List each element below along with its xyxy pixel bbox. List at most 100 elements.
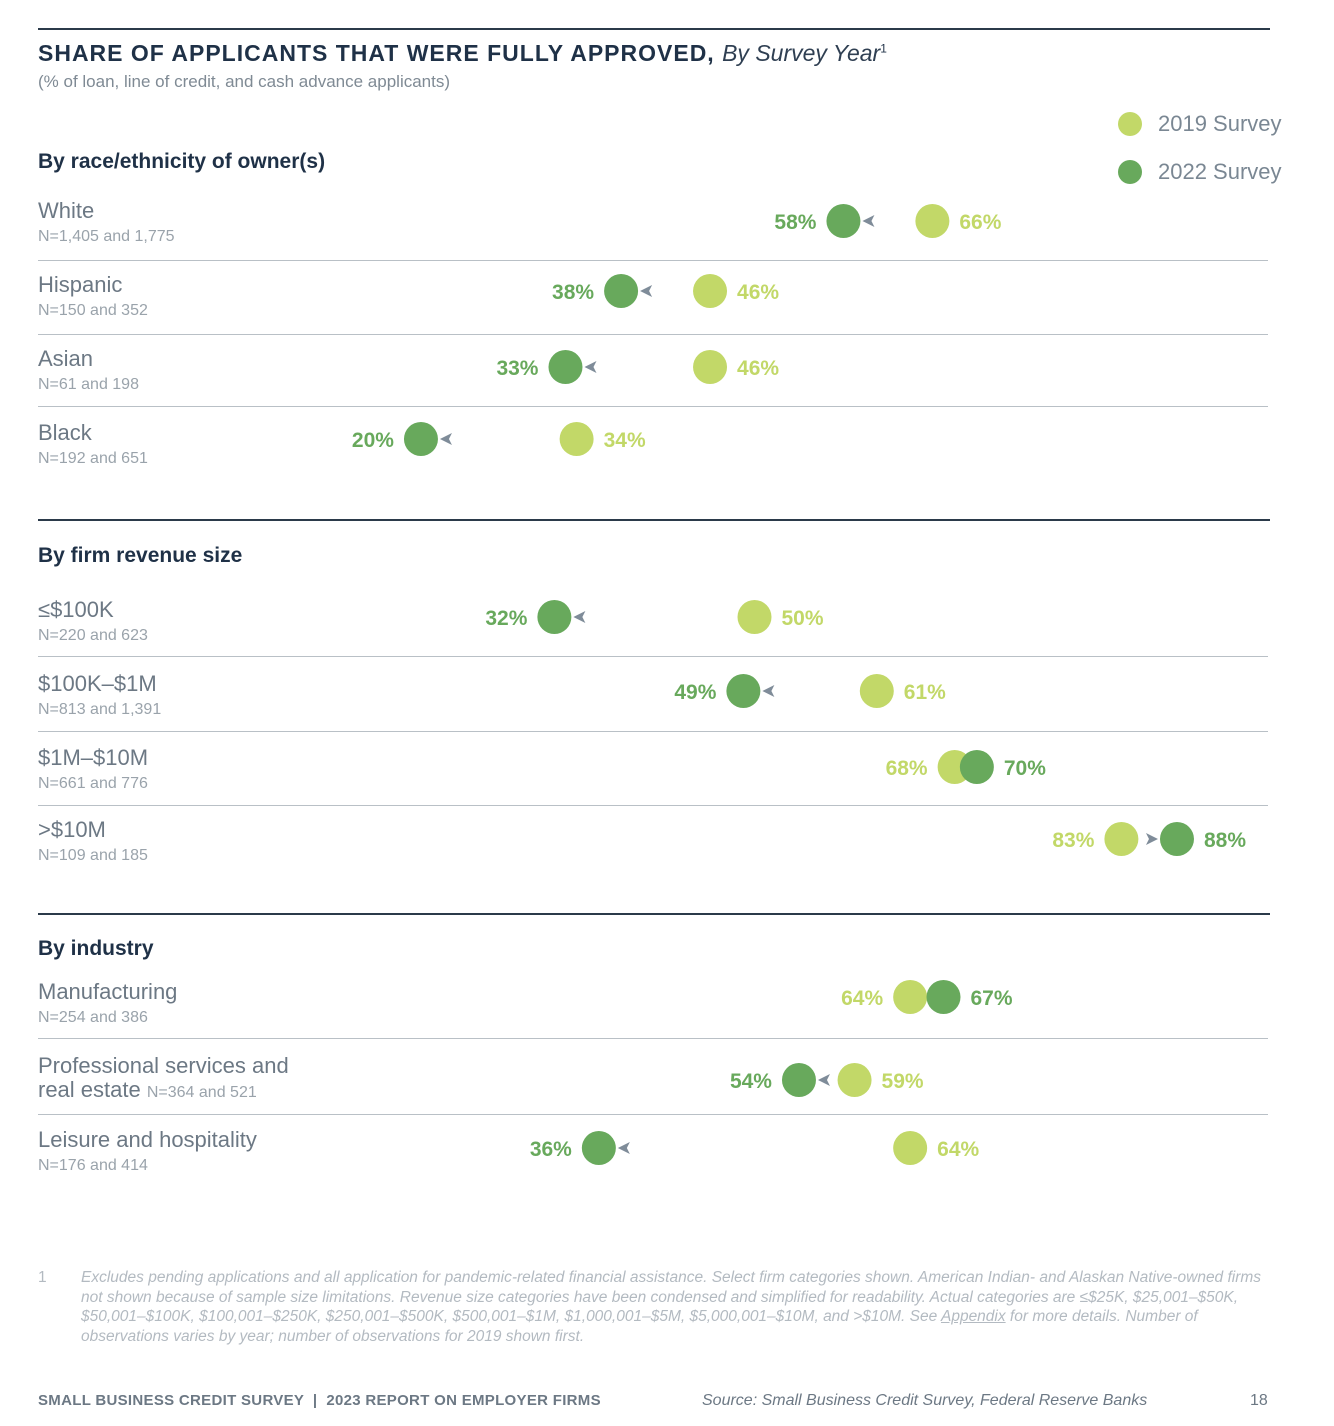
dot-2022 (926, 980, 961, 1014)
dot-2019 (559, 422, 594, 456)
row-label-black: Black (38, 420, 92, 445)
value-label-2019: 68% (886, 757, 928, 780)
arrow-head (1145, 833, 1158, 845)
dot-2022 (604, 274, 639, 308)
value-label-2022: 36% (530, 1138, 572, 1161)
value-label-2022: 20% (352, 429, 394, 452)
dot-2022 (959, 750, 994, 784)
legend-dot-2022 (1118, 160, 1142, 184)
value-label-2022: 32% (485, 607, 527, 630)
row-separator (38, 731, 1268, 732)
arrow-head (617, 1142, 630, 1154)
row-label-rev-over-10m: >$10M (38, 817, 106, 842)
dot-2022 (581, 1131, 616, 1165)
value-label-2022: 70% (1004, 757, 1046, 780)
row-n-rev-under-100k: N=220 and 623 (38, 627, 148, 644)
row-separator (38, 334, 1268, 335)
footnote-text: Excludes pending applications and all ap… (81, 1268, 1271, 1346)
row-label-real-estate: real estate (38, 1077, 141, 1102)
value-label-2022: 38% (552, 281, 594, 304)
section-title-race: By race/ethnicity of owner(s) (38, 150, 326, 173)
value-label-2019: 61% (904, 681, 946, 704)
arrow-head (817, 1074, 830, 1086)
dot-2019 (837, 1063, 872, 1097)
value-label-2022: 33% (496, 357, 538, 380)
top-rule (38, 28, 1270, 30)
row-label-manufacturing: Manufacturing (38, 979, 178, 1004)
arrow-head (573, 611, 586, 623)
row-separator (38, 656, 1268, 657)
title-footnote-mark: 1 (880, 41, 888, 56)
dot-2022 (548, 350, 583, 384)
row-separator (38, 805, 1268, 806)
legend-label-2019: 2019 Survey (1158, 111, 1282, 136)
dot-2022 (726, 674, 761, 708)
value-label-2019: 64% (937, 1138, 979, 1161)
dot-2022 (537, 600, 572, 634)
dot-2019 (937, 750, 972, 784)
legend-item-2022: 2022 Survey (1118, 159, 1282, 185)
arrow-head (862, 215, 875, 227)
chart-subtitle: (% of loan, line of credit, and cash adv… (38, 72, 451, 91)
value-label-2019: 50% (782, 607, 824, 630)
value-label-2019: 64% (841, 987, 883, 1010)
footnote-text-before: Excludes pending applications and all ap… (81, 1269, 1262, 1325)
value-label-2022: 54% (730, 1070, 772, 1093)
footnote-text-after: for more details. Number of observations… (81, 1308, 1198, 1345)
row-n-asian: N=61 and 198 (38, 376, 139, 393)
value-label-2022: 67% (971, 987, 1013, 1010)
page-number: 18 (1250, 1392, 1268, 1409)
legend-dot-2019 (1118, 112, 1142, 136)
dot-2019 (1104, 822, 1139, 856)
title-italic: By Survey Year (722, 40, 881, 66)
row-n-rev-over-10m: N=109 and 185 (38, 847, 148, 864)
row-label-rev-100k-1m: $100K–$1M (38, 671, 157, 696)
row-label-rev-under-100k: ≤$100K (38, 597, 114, 622)
legend-item-2019: 2019 Survey (1118, 111, 1282, 137)
appendix-link[interactable]: Appendix (940, 1308, 1006, 1325)
row-label-rev-1m-10m: $1M–$10M (38, 745, 149, 770)
section-rule-revenue (38, 519, 1270, 521)
value-label-2019: 66% (959, 211, 1001, 234)
row-label-leisure-hospitality: Leisure and hospitality (38, 1127, 257, 1152)
dot-2019 (693, 350, 728, 384)
row-n-white: N=1,405 and 1,775 (38, 228, 175, 245)
section-rule-industry (38, 913, 1270, 915)
dot-2022 (826, 204, 861, 238)
footer-report-title: SMALL BUSINESS CREDIT SURVEY | 2023 REPO… (38, 1392, 601, 1409)
row-separator (38, 1038, 1268, 1039)
value-label-2019: 46% (737, 357, 779, 380)
dot-2019 (915, 204, 950, 238)
dot-2019 (893, 980, 928, 1014)
arrow-head (439, 433, 452, 445)
row-separator (38, 406, 1268, 407)
dot-2019 (693, 274, 728, 308)
title-bold: SHARE OF APPLICANTS THAT WERE FULLY APPR… (38, 40, 715, 66)
value-label-2022: 49% (674, 681, 716, 704)
dot-2019 (859, 674, 894, 708)
value-label-2022: 88% (1204, 829, 1246, 852)
value-label-2022: 58% (774, 211, 816, 234)
section-title-industry: By industry (38, 937, 154, 960)
row-label-white: White (38, 198, 95, 223)
row-n-professional-services: N=364 and 521 (146, 1084, 257, 1101)
row-n-leisure-hospitality: N=176 and 414 (38, 1157, 148, 1174)
section-title-revenue: By firm revenue size (38, 544, 243, 567)
row-label-asian: Asian (38, 346, 94, 371)
row-n-rev-100k-1m: N=813 and 1,391 (38, 701, 162, 718)
dot-2022 (403, 422, 438, 456)
footer-source: Source: Small Business Credit Survey, Fe… (702, 1392, 1148, 1409)
legend-label-2022: 2022 Survey (1158, 159, 1282, 184)
row-label-professional-services-line2: real estate N=364 and 521 (38, 1078, 257, 1105)
dot-2022 (1159, 822, 1194, 856)
arrow-head (640, 285, 653, 297)
row-separator (38, 260, 1268, 261)
row-label-professional-services: Professional services and (38, 1053, 289, 1078)
dot-2022 (781, 1063, 816, 1097)
chart-title: SHARE OF APPLICANTS THAT WERE FULLY APPR… (38, 40, 888, 67)
footnote-number: 1 (38, 1269, 47, 1286)
row-label-hispanic: Hispanic (38, 272, 123, 297)
dot-2019 (737, 600, 772, 634)
arrow-head (762, 685, 775, 697)
